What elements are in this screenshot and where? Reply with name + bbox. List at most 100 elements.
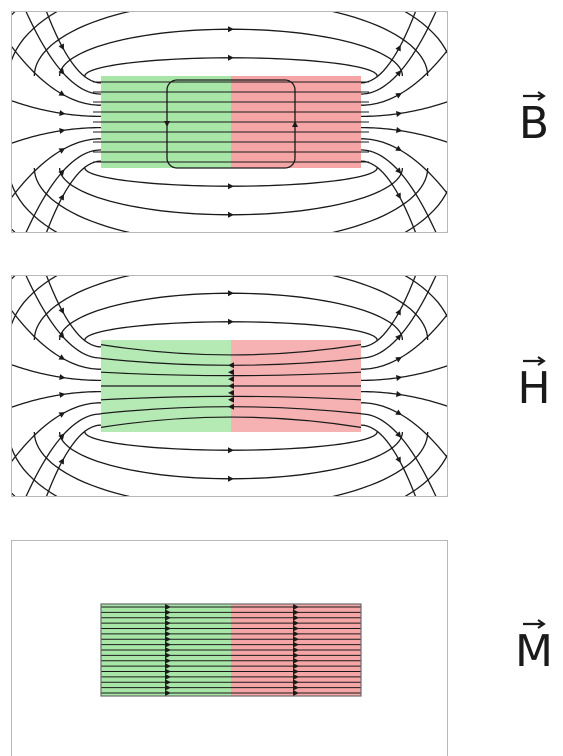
field-line xyxy=(25,149,102,232)
field-arrow xyxy=(58,457,64,465)
magnetization-arrow xyxy=(165,652,171,659)
field-line xyxy=(12,126,101,144)
field-line xyxy=(361,313,447,370)
magnetization-arrow xyxy=(165,609,171,616)
magnetization-arrow xyxy=(293,620,299,627)
magnetization-arrow xyxy=(293,690,299,696)
field-line xyxy=(361,402,447,459)
field-line xyxy=(12,182,447,232)
vector-arrow-icon xyxy=(523,619,546,629)
field-line xyxy=(361,126,447,143)
field-line xyxy=(84,57,378,77)
field-line xyxy=(12,12,447,16)
field-line xyxy=(12,492,447,496)
field-arrow xyxy=(164,121,170,127)
field-arrow xyxy=(58,307,64,315)
field-line xyxy=(58,167,404,216)
field-line xyxy=(360,276,417,348)
field-line xyxy=(12,402,101,462)
field-line xyxy=(84,321,378,341)
magnetization-arrow xyxy=(165,641,171,648)
field-arrow xyxy=(395,145,402,152)
field-arrow xyxy=(227,183,234,190)
field-line xyxy=(361,390,447,407)
magnetization-arrow xyxy=(165,673,171,680)
h-field-diagram xyxy=(12,276,447,496)
field-arrow xyxy=(395,127,403,133)
magnetization-diagram xyxy=(100,603,362,697)
magnetization-arrow xyxy=(293,684,299,691)
magnetization-arrow xyxy=(165,614,171,621)
field-line xyxy=(100,357,362,366)
field-arrow xyxy=(228,403,234,410)
magnetization-arrow xyxy=(165,630,171,637)
vector-arrow-icon xyxy=(523,356,546,366)
field-arrow xyxy=(228,389,234,396)
field-arrow xyxy=(395,431,402,438)
field-line xyxy=(100,416,362,428)
field-arrow xyxy=(58,332,65,339)
m-field-label: M xyxy=(505,618,563,674)
field-arrow xyxy=(58,148,66,154)
field-arrow xyxy=(227,475,234,482)
field-arrow xyxy=(395,167,402,174)
magnetization-arrow xyxy=(165,604,171,610)
field-line xyxy=(361,138,447,195)
field-arrow xyxy=(59,110,66,117)
field-line xyxy=(25,276,102,359)
magnetization-arrow xyxy=(165,668,171,675)
field-line xyxy=(33,12,429,77)
field-line xyxy=(33,276,429,341)
field-arrow xyxy=(58,90,66,96)
magnetization-arrow xyxy=(293,657,299,664)
field-arrow xyxy=(58,68,65,75)
magnetization-arrow xyxy=(293,679,299,686)
b-field-diagram xyxy=(12,12,447,232)
h-symbol: H xyxy=(517,363,551,414)
field-line xyxy=(33,431,429,496)
magnetization-arrow xyxy=(293,668,299,675)
field-line xyxy=(361,49,447,106)
field-line xyxy=(58,292,404,341)
field-arrow xyxy=(227,290,234,297)
field-line xyxy=(12,138,101,198)
field-arrow xyxy=(227,26,234,33)
field-arrow xyxy=(395,456,401,464)
field-arrow xyxy=(58,193,64,201)
field-line xyxy=(45,160,102,232)
field-arrow xyxy=(59,374,66,381)
field-line xyxy=(12,276,447,280)
b-field-label: B xyxy=(505,90,563,146)
field-line xyxy=(12,228,447,232)
field-arrow xyxy=(227,447,234,454)
b-field-panel xyxy=(11,11,448,233)
m-field-panel xyxy=(11,540,448,756)
field-line xyxy=(45,424,102,496)
magnetization-arrow xyxy=(293,630,299,637)
field-line xyxy=(45,12,102,84)
field-arrow xyxy=(228,369,234,376)
field-line xyxy=(84,431,378,451)
field-arrow xyxy=(58,43,64,51)
magnetization-arrow xyxy=(293,663,299,670)
field-line xyxy=(360,413,437,496)
b-symbol: B xyxy=(518,98,550,149)
h-field-label: H xyxy=(505,355,563,411)
magnetization-arrow xyxy=(165,690,171,696)
field-line xyxy=(12,364,101,382)
field-line xyxy=(12,46,101,106)
field-arrow xyxy=(59,391,66,398)
field-arrow xyxy=(228,396,234,403)
magnetization-arrow xyxy=(165,679,171,686)
field-line xyxy=(58,28,404,77)
field-arrow xyxy=(395,334,402,341)
field-line xyxy=(33,167,429,232)
magnet-outline xyxy=(100,603,362,697)
field-line xyxy=(12,12,447,62)
field-line xyxy=(25,12,102,95)
field-arrow xyxy=(228,376,234,383)
field-line xyxy=(58,431,404,480)
field-arrow xyxy=(395,391,403,397)
field-arrow xyxy=(395,70,402,77)
field-line xyxy=(12,100,101,118)
